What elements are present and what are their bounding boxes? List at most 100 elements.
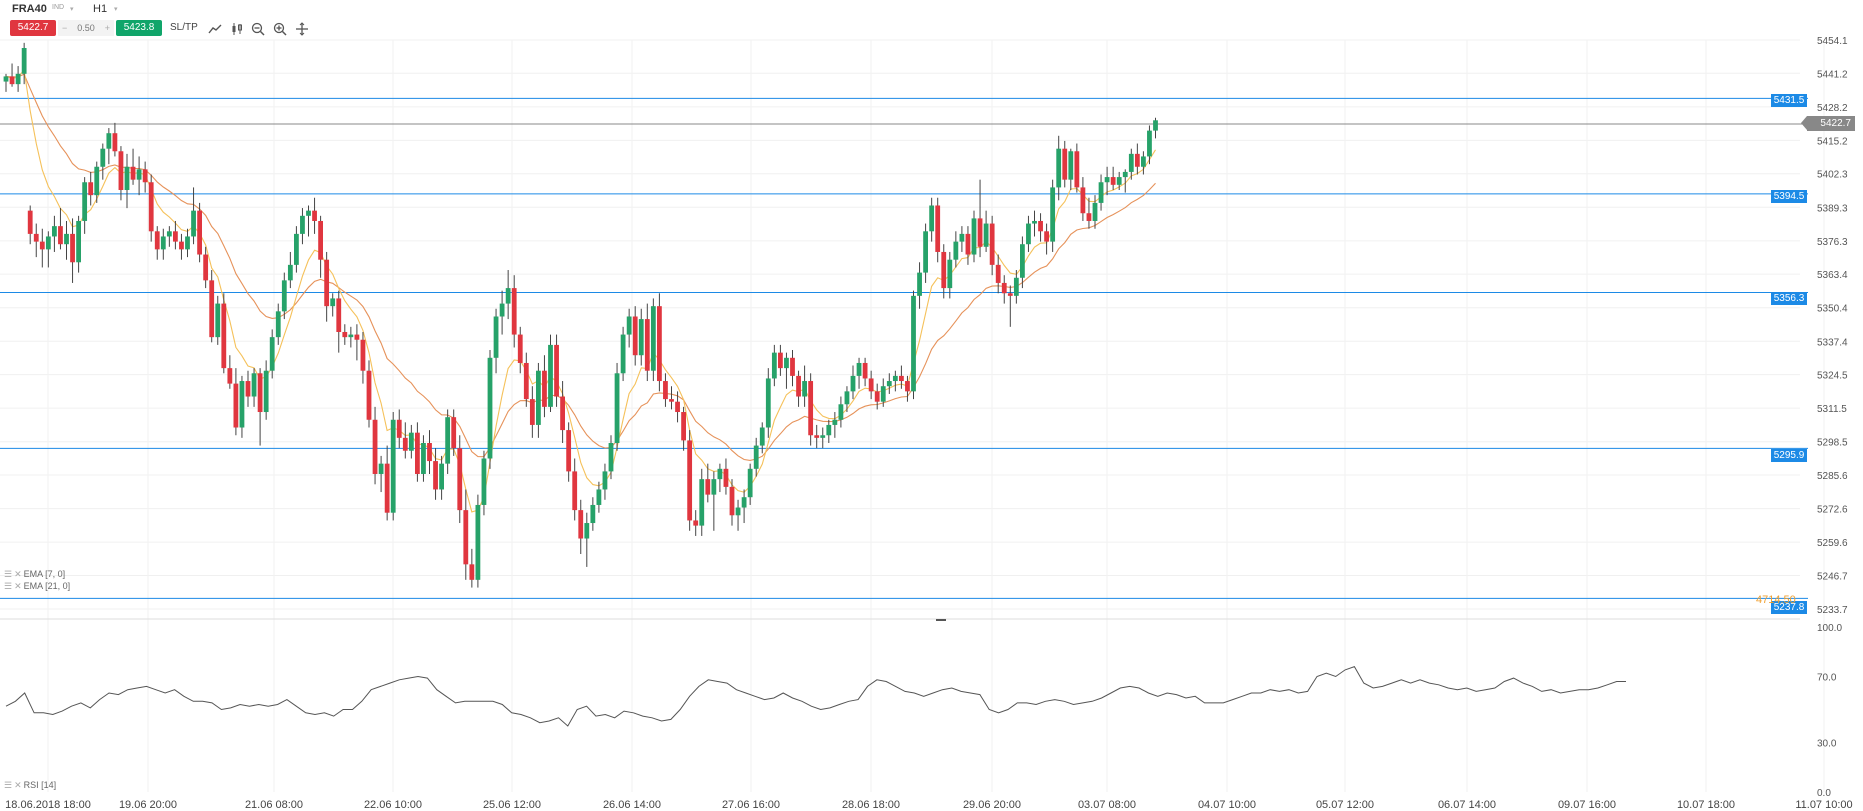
candlestick-series bbox=[3, 42, 1158, 588]
candle-body bbox=[675, 401, 680, 413]
candle-body bbox=[808, 381, 814, 436]
candle-body bbox=[378, 463, 384, 474]
candle-body bbox=[1007, 293, 1013, 296]
candle-body bbox=[203, 254, 209, 281]
level-label-5237[interactable]: 5237.8 bbox=[1771, 601, 1807, 614]
candle-body bbox=[523, 362, 529, 400]
candle-body bbox=[1013, 277, 1019, 296]
crosshair-icon[interactable] bbox=[295, 22, 309, 36]
candle-body bbox=[935, 205, 941, 252]
candle-body bbox=[142, 169, 148, 183]
zoom-in-icon[interactable] bbox=[273, 22, 287, 36]
price-tick-label: 5441.2 bbox=[1817, 69, 1848, 80]
candle-body bbox=[1141, 156, 1146, 167]
candle-body bbox=[1080, 187, 1086, 214]
spread-plus-button[interactable]: + bbox=[104, 23, 110, 33]
close-icon[interactable]: ✕ bbox=[14, 780, 22, 790]
candle-body bbox=[82, 182, 88, 221]
candle-body bbox=[1038, 220, 1043, 232]
sl-tp-button[interactable]: SL/TP bbox=[170, 22, 198, 33]
level-label-5394[interactable]: 5394.5 bbox=[1771, 190, 1807, 203]
candle-body bbox=[493, 316, 499, 358]
candles-icon[interactable] bbox=[230, 22, 244, 36]
candle-body bbox=[396, 419, 402, 438]
rsi-tick-label: 30.0 bbox=[1817, 739, 1837, 750]
legend-ema7[interactable]: ☰ ✕ EMA [7, 0] bbox=[4, 569, 66, 579]
candle-body bbox=[136, 169, 142, 180]
price-tick-label: 5428.2 bbox=[1817, 103, 1848, 114]
candle-body bbox=[445, 417, 451, 464]
timeframe-dropdown-icon[interactable]: ▾ bbox=[114, 6, 118, 13]
price-tick-label: 5233.7 bbox=[1817, 605, 1848, 616]
candle-body bbox=[844, 391, 850, 405]
candle-body bbox=[778, 352, 783, 369]
menu-icon[interactable]: ☰ bbox=[4, 780, 13, 790]
candle-body bbox=[1062, 148, 1068, 180]
candle-body bbox=[173, 231, 178, 242]
legend-rsi[interactable]: ☰ ✕ RSI [14] bbox=[4, 780, 57, 790]
candle-body bbox=[771, 352, 777, 379]
candle-body bbox=[112, 133, 118, 152]
candle-body bbox=[263, 370, 269, 413]
candle-body bbox=[1050, 187, 1056, 242]
candle-body bbox=[554, 344, 559, 397]
candle-body bbox=[959, 233, 965, 242]
candle-body bbox=[929, 205, 935, 232]
candle-body bbox=[342, 331, 348, 338]
candle-body bbox=[965, 233, 971, 255]
candle-body bbox=[481, 458, 487, 505]
menu-icon[interactable]: ☰ bbox=[4, 581, 13, 591]
time-tick-label: 21.06 08:00 bbox=[245, 799, 303, 811]
candle-body bbox=[318, 220, 323, 260]
sell-price-button[interactable]: 5422.7 bbox=[10, 20, 56, 36]
candle-body bbox=[759, 427, 765, 446]
level-label-5356[interactable]: 5356.3 bbox=[1771, 292, 1807, 305]
candle-body bbox=[118, 151, 124, 190]
candle-body bbox=[1122, 171, 1128, 178]
candle-body bbox=[354, 334, 360, 340]
candle-body bbox=[578, 510, 584, 539]
line-chart-icon[interactable] bbox=[208, 22, 222, 36]
candle-body bbox=[179, 241, 184, 250]
candle-body bbox=[669, 399, 674, 402]
candle-body bbox=[336, 298, 342, 332]
buy-price-button[interactable]: 5423.8 bbox=[116, 20, 162, 36]
candle-body bbox=[886, 381, 892, 387]
candle-body bbox=[995, 264, 1001, 283]
time-tick-label: 09.07 16:00 bbox=[1558, 799, 1616, 811]
time-tick-label: 03.07 08:00 bbox=[1078, 799, 1136, 811]
candle-body bbox=[1098, 182, 1104, 203]
symbol-dropdown-icon[interactable]: ▾ bbox=[70, 6, 74, 13]
candle-body bbox=[154, 231, 160, 250]
candle-body bbox=[850, 375, 856, 392]
timeframe-selector[interactable]: H1 bbox=[93, 3, 108, 15]
candle-body bbox=[94, 166, 100, 196]
candle-body bbox=[463, 510, 469, 565]
candle-body bbox=[638, 319, 644, 356]
close-icon[interactable]: ✕ bbox=[14, 569, 22, 579]
menu-icon[interactable]: ☰ bbox=[4, 569, 13, 579]
level-label-5295[interactable]: 5295.9 bbox=[1771, 449, 1807, 462]
time-axis: 18.06.2018 18:00 19.06 20:00 21.06 08:00 22… bbox=[5, 799, 1852, 811]
zoom-out-icon[interactable] bbox=[251, 22, 265, 36]
level-label-5431[interactable]: 5431.5 bbox=[1771, 94, 1807, 107]
candle-body bbox=[832, 419, 838, 425]
candle-body bbox=[687, 440, 693, 521]
rsi-tick-label: 100.0 bbox=[1817, 623, 1842, 634]
candle-body bbox=[590, 504, 596, 524]
close-icon[interactable]: ✕ bbox=[14, 581, 22, 591]
candle-body bbox=[227, 368, 233, 384]
spread-minus-button[interactable]: − bbox=[62, 23, 68, 33]
candle-body bbox=[1044, 231, 1049, 242]
candle-body bbox=[977, 218, 983, 247]
symbol-name[interactable]: FRA40 bbox=[12, 3, 47, 15]
candle-body bbox=[439, 463, 444, 490]
price-tick-label: 5454.1 bbox=[1817, 36, 1848, 47]
price-tick-label: 5285.6 bbox=[1817, 471, 1848, 482]
ema21-path bbox=[5, 73, 1156, 461]
candle-body bbox=[1134, 153, 1140, 167]
candle-body bbox=[76, 220, 81, 263]
legend-ema21[interactable]: ☰ ✕ EMA [21, 0] bbox=[4, 581, 71, 591]
candle-body bbox=[191, 210, 196, 237]
